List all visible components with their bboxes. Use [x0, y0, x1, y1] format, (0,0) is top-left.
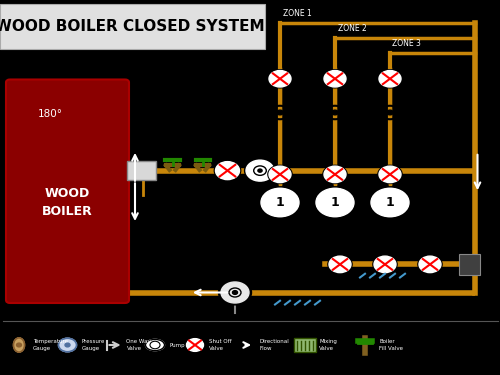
- Circle shape: [16, 343, 21, 347]
- Circle shape: [314, 187, 356, 218]
- Text: Pressure
Gauge: Pressure Gauge: [82, 339, 105, 351]
- Text: 1: 1: [386, 196, 394, 209]
- Circle shape: [185, 338, 205, 352]
- Circle shape: [261, 188, 299, 217]
- Circle shape: [246, 160, 274, 181]
- Circle shape: [329, 256, 351, 273]
- Circle shape: [374, 256, 396, 273]
- Circle shape: [260, 187, 300, 218]
- Circle shape: [332, 110, 338, 115]
- Text: Directional
Flow: Directional Flow: [259, 339, 289, 351]
- Text: 1: 1: [276, 196, 284, 209]
- Text: Shut Off
Valve: Shut Off Valve: [209, 339, 232, 351]
- Text: ZONE 2: ZONE 2: [338, 24, 366, 33]
- Circle shape: [323, 70, 347, 88]
- Circle shape: [268, 165, 292, 183]
- Circle shape: [324, 70, 346, 87]
- Circle shape: [258, 169, 262, 172]
- Text: Pump: Pump: [169, 342, 184, 348]
- Circle shape: [379, 70, 401, 87]
- Circle shape: [269, 166, 291, 183]
- Circle shape: [221, 282, 249, 303]
- Text: ZONE 3: ZONE 3: [392, 39, 422, 48]
- Circle shape: [387, 110, 393, 115]
- Text: Boiler
Fill Valve: Boiler Fill Valve: [379, 339, 403, 351]
- Text: Mixing
Valve: Mixing Valve: [319, 339, 337, 351]
- Circle shape: [370, 187, 410, 218]
- Circle shape: [373, 255, 397, 273]
- FancyBboxPatch shape: [6, 80, 129, 303]
- Circle shape: [58, 338, 76, 352]
- Circle shape: [232, 291, 237, 294]
- Circle shape: [379, 166, 401, 183]
- Text: Temperature
Gauge: Temperature Gauge: [33, 339, 68, 351]
- Circle shape: [186, 339, 204, 351]
- Circle shape: [316, 188, 354, 217]
- FancyBboxPatch shape: [294, 338, 316, 352]
- FancyBboxPatch shape: [0, 4, 265, 49]
- Circle shape: [65, 343, 70, 347]
- Circle shape: [378, 165, 402, 183]
- Ellipse shape: [146, 339, 165, 351]
- Text: WOOD BOILER CLOSED SYSTEM: WOOD BOILER CLOSED SYSTEM: [0, 19, 265, 34]
- Circle shape: [378, 70, 402, 88]
- Circle shape: [324, 166, 346, 183]
- Circle shape: [328, 255, 352, 273]
- Circle shape: [419, 256, 441, 273]
- Circle shape: [268, 70, 292, 88]
- Circle shape: [214, 161, 240, 180]
- Circle shape: [269, 70, 291, 87]
- Circle shape: [218, 280, 252, 305]
- Text: 1: 1: [330, 196, 340, 209]
- Circle shape: [244, 159, 276, 182]
- Circle shape: [323, 165, 347, 183]
- FancyBboxPatch shape: [460, 254, 480, 275]
- Text: One Way
Valve: One Way Valve: [126, 339, 151, 351]
- Text: WOOD
BOILER: WOOD BOILER: [42, 187, 93, 218]
- Text: ZONE 1: ZONE 1: [282, 9, 312, 18]
- Circle shape: [371, 188, 409, 217]
- Text: 180°: 180°: [38, 109, 62, 119]
- Circle shape: [277, 110, 283, 115]
- FancyBboxPatch shape: [127, 161, 156, 180]
- Ellipse shape: [14, 338, 24, 352]
- Circle shape: [216, 162, 240, 180]
- Circle shape: [418, 255, 442, 273]
